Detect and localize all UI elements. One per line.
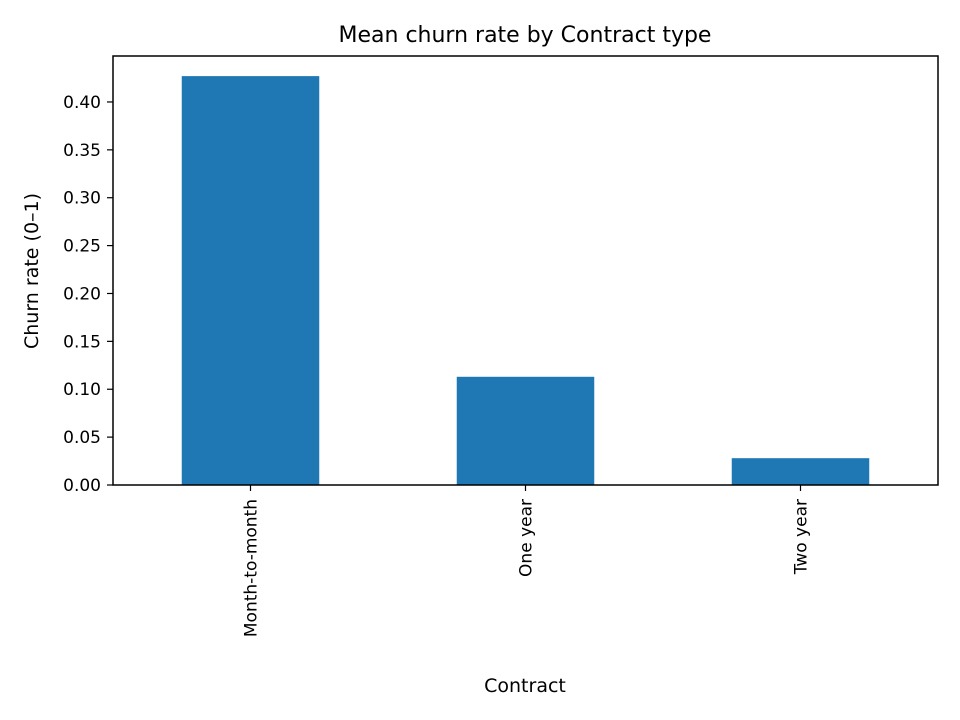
x-tick-label: Month-to-month bbox=[242, 499, 262, 637]
y-tick-label: 0.30 bbox=[63, 189, 101, 209]
bar-month-to-month bbox=[181, 76, 320, 485]
y-tick-label: 0.05 bbox=[63, 428, 101, 448]
y-tick-label: 0.20 bbox=[63, 284, 101, 304]
bar-one-year bbox=[456, 376, 595, 485]
y-tick-label: 0.25 bbox=[63, 237, 101, 257]
y-tick-label: 0.15 bbox=[63, 332, 101, 352]
y-axis-label: Churn rate (0–1) bbox=[21, 193, 43, 349]
x-tick-label: Two year bbox=[792, 499, 812, 575]
bar-two-year bbox=[731, 458, 870, 485]
y-axis-ticks: 0.00 0.05 0.10 0.15 0.20 0.25 0.30 0.35 0.40 bbox=[63, 93, 113, 496]
plot-frame bbox=[112, 55, 939, 486]
chart-title: Mean churn rate by Contract type bbox=[339, 23, 712, 48]
x-axis-label: Contract bbox=[484, 675, 566, 697]
y-tick-label: 0.35 bbox=[63, 141, 101, 161]
y-tick-label: 0.40 bbox=[63, 93, 101, 113]
x-tick-label: One year bbox=[517, 499, 537, 577]
y-tick-label: 0.00 bbox=[63, 476, 101, 496]
x-axis-ticks: Month-to-month One year Two year bbox=[242, 485, 812, 637]
y-tick-label: 0.10 bbox=[63, 380, 101, 400]
bars-group bbox=[181, 76, 870, 485]
